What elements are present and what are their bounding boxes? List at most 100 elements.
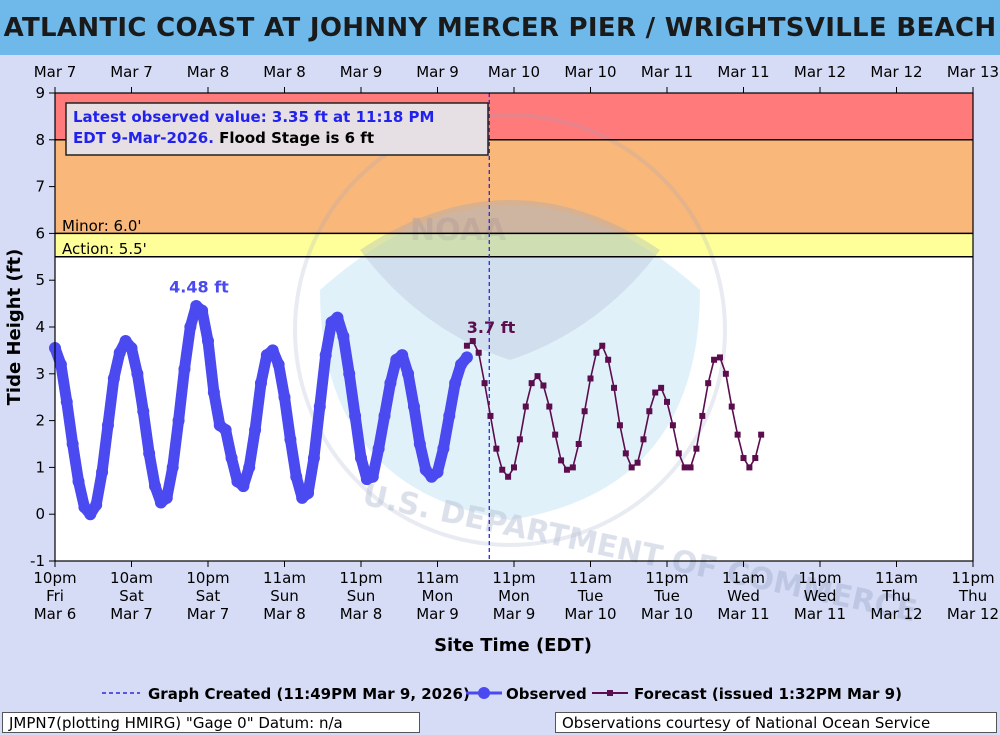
x-tick-label: Mar 11: [717, 605, 769, 623]
observed-point: [443, 409, 456, 422]
observed-point: [184, 321, 197, 333]
x-tick-label: Mar 6: [34, 605, 77, 623]
observed-point: [66, 438, 79, 450]
y-tick-label: 0: [35, 505, 45, 523]
observed-point: [302, 487, 315, 500]
x-tick-label: Wed: [727, 587, 760, 605]
x-top-tick-label: Mar 13: [947, 63, 999, 81]
legend: Graph Created (11:49PM Mar 9, 2026) Obse…: [102, 685, 902, 703]
x-tick-label: Mar 8: [340, 605, 383, 623]
x-top-tick-label: Mar 7: [110, 63, 153, 81]
forecast-point: [734, 431, 741, 438]
observed-point: [307, 452, 320, 465]
x-top-tick-label: Mar 12: [794, 63, 846, 81]
x-tick-label: Sat: [196, 587, 221, 605]
y-tick-label: 5: [35, 271, 45, 289]
x-tick-label: 11pm: [339, 569, 382, 587]
x-top-tick-label: Mar 11: [641, 63, 693, 81]
action-stage-label: Action: 5.5': [62, 240, 147, 258]
observed-point: [337, 330, 350, 343]
observed-point: [219, 423, 232, 436]
observed-point: [143, 447, 156, 460]
x-tick-label: Mar 9: [416, 605, 459, 623]
y-tick-label: 8: [35, 131, 45, 149]
observed-point: [431, 466, 444, 479]
x-tick-label: Tue: [653, 587, 680, 605]
observed-point: [54, 358, 67, 371]
forecast-point: [611, 384, 618, 391]
observed-point: [254, 377, 267, 390]
observed-point: [272, 358, 285, 371]
y-tick-label: -1: [30, 552, 45, 570]
observed-peak-label: 4.48 ft: [169, 278, 229, 297]
x-top-tick-label: Mar 9: [416, 63, 459, 81]
observed-point: [243, 461, 256, 474]
forecast-point: [728, 403, 735, 410]
observed-point: [113, 346, 126, 359]
forecast-point: [675, 450, 682, 457]
x-tick-label: Mar 12: [870, 605, 922, 623]
forecast-point: [705, 380, 712, 387]
forecast-point: [616, 422, 623, 429]
x-tick-label: 11am: [569, 569, 612, 587]
observed-point: [96, 466, 109, 479]
x-tick-label: Thu: [958, 587, 987, 605]
plot-border: [54, 92, 974, 562]
observed-point: [202, 335, 214, 348]
observed-point: [72, 475, 85, 488]
x-top-tick-label: Mar 8: [187, 63, 230, 81]
observed-point: [378, 409, 391, 422]
observed-point: [249, 423, 262, 436]
forecast-point: [752, 455, 759, 462]
forecast-point: [681, 464, 688, 471]
forecast-point: [581, 408, 588, 415]
observed-point: [84, 508, 97, 521]
forecast-point: [658, 384, 665, 391]
observed-point: [331, 311, 344, 324]
x-tick-label: Mon: [422, 587, 454, 605]
forecast-point: [475, 349, 482, 356]
observed-point: [266, 344, 279, 357]
observed-point: [402, 367, 415, 380]
y-axis-title: Tide Height (ft): [4, 249, 25, 406]
x-top-tick-label: Mar 7: [34, 63, 77, 81]
forecast-point: [528, 380, 535, 387]
chart-title-bar: ATLANTIC COAST AT JOHNNY MERCER PIER / W…: [0, 0, 1000, 55]
observed-point: [101, 419, 114, 432]
observed-series: [49, 299, 473, 521]
observed-point: [196, 304, 209, 317]
observed-point: [107, 372, 120, 385]
x-tick-label: 11am: [722, 569, 765, 587]
forecast-point: [664, 398, 670, 405]
forecast-point: [628, 464, 635, 471]
observed-point: [384, 377, 397, 390]
forecast-point: [687, 464, 694, 471]
x-tick-label: Tue: [577, 587, 604, 605]
forecast-point: [481, 380, 488, 387]
observed-point: [366, 470, 379, 483]
forecast-point: [499, 466, 506, 473]
x-tick-label: Mar 7: [110, 605, 153, 623]
annotation-date: EDT 9-Mar-2026.: [73, 129, 214, 147]
forecast-point: [716, 354, 723, 361]
footer-station-info: JMPN7(plotting HMIRG) "Gage 0" Datum: n/…: [2, 712, 420, 733]
observed-point: [225, 452, 238, 465]
forecast-point: [669, 422, 676, 429]
y-tick-label: 4: [35, 318, 45, 336]
legend-forecast-swatch-marker: [607, 690, 613, 696]
forecast-point: [605, 356, 612, 363]
x-tick-label: Mar 10: [641, 605, 693, 623]
annotation-flood-stage: Flood Stage is 6 ft: [214, 129, 374, 147]
forecast-point: [693, 445, 700, 452]
x-tick-label: Mar 8: [263, 605, 306, 623]
annotation-line-1: Latest observed value: 3.35 ft at 11:18 …: [73, 108, 434, 126]
observed-point: [60, 395, 73, 408]
y-tick-label: 2: [35, 412, 45, 430]
x-tick-label: 11pm: [951, 569, 994, 587]
forecast-point: [511, 464, 517, 471]
observed-point: [407, 400, 420, 413]
x-tick-label: Mar 9: [493, 605, 536, 623]
x-tick-label: 11am: [263, 569, 306, 587]
forecast-point: [522, 403, 529, 410]
x-tick-label: 11am: [416, 569, 459, 587]
